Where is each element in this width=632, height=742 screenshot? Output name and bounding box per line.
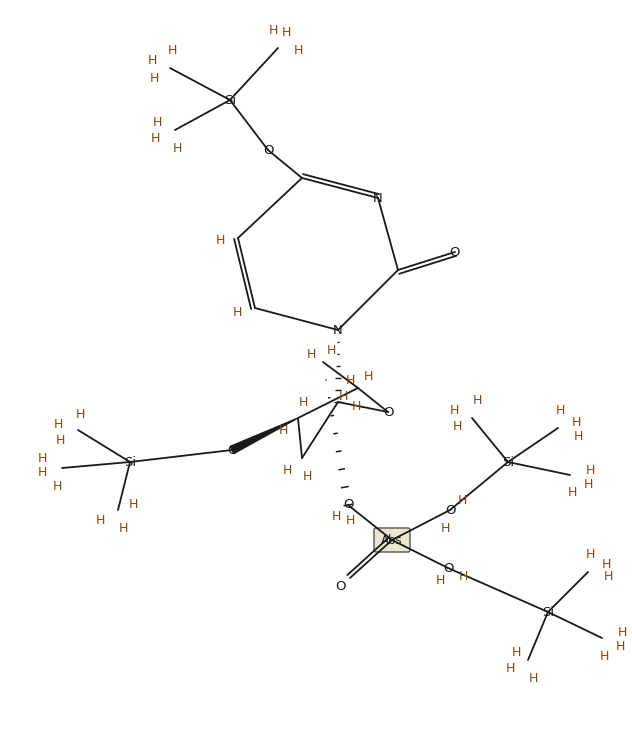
Text: H: H: [37, 467, 47, 479]
Text: H: H: [453, 419, 462, 433]
Text: H: H: [128, 499, 138, 511]
Text: H: H: [283, 464, 292, 476]
Text: H: H: [147, 53, 157, 67]
Text: H: H: [293, 44, 303, 56]
Text: H: H: [307, 347, 316, 361]
Text: Si: Si: [224, 93, 236, 107]
Text: H: H: [583, 479, 593, 491]
Text: H: H: [506, 662, 514, 674]
Text: O: O: [443, 562, 453, 574]
Text: H: H: [458, 570, 468, 582]
Text: H: H: [152, 116, 162, 128]
Text: H: H: [173, 142, 181, 154]
Text: H: H: [233, 306, 241, 320]
Text: H: H: [351, 401, 361, 413]
Text: O: O: [450, 246, 460, 258]
Text: H: H: [278, 424, 288, 436]
Text: O: O: [383, 405, 393, 418]
Text: H: H: [617, 626, 627, 640]
Text: H: H: [331, 510, 341, 524]
Text: H: H: [216, 234, 225, 246]
Text: H: H: [149, 71, 159, 85]
Text: H: H: [118, 522, 128, 534]
Text: Si: Si: [502, 456, 514, 468]
Text: H: H: [345, 513, 355, 527]
Text: H: H: [441, 522, 450, 534]
Text: O: O: [263, 143, 273, 157]
Text: H: H: [472, 393, 482, 407]
FancyBboxPatch shape: [374, 528, 410, 552]
Text: H: H: [345, 373, 355, 387]
Text: H: H: [298, 396, 308, 410]
Text: H: H: [449, 404, 459, 416]
Polygon shape: [230, 418, 298, 453]
Text: O: O: [227, 444, 237, 456]
Text: H: H: [167, 44, 177, 56]
Text: H: H: [281, 27, 291, 39]
Text: H: H: [616, 640, 624, 652]
Text: H: H: [75, 409, 85, 421]
Text: H: H: [585, 464, 595, 476]
Text: H: H: [435, 574, 445, 586]
Text: H: H: [556, 404, 564, 416]
Text: H: H: [511, 646, 521, 658]
Text: H: H: [56, 433, 64, 447]
Text: Abs: Abs: [381, 533, 403, 547]
Text: H: H: [53, 418, 63, 432]
Text: H: H: [326, 344, 336, 356]
Text: O: O: [343, 499, 353, 511]
Text: H: H: [599, 649, 609, 663]
Text: H: H: [150, 131, 160, 145]
Text: O: O: [335, 580, 345, 593]
Text: H: H: [601, 557, 611, 571]
Text: Si: Si: [542, 605, 554, 619]
Text: H: H: [338, 390, 348, 402]
Text: H: H: [458, 493, 466, 507]
Text: H: H: [573, 430, 583, 442]
Text: H: H: [363, 370, 373, 382]
Text: H: H: [269, 24, 277, 36]
Text: N: N: [333, 324, 343, 337]
Text: H: H: [568, 487, 576, 499]
Text: O: O: [445, 504, 455, 516]
Text: H: H: [604, 571, 612, 583]
Text: H: H: [52, 479, 62, 493]
Text: H: H: [37, 451, 47, 464]
Text: H: H: [571, 416, 581, 430]
Text: H: H: [528, 672, 538, 685]
Text: N: N: [373, 191, 383, 205]
Text: Si: Si: [124, 456, 136, 468]
Text: H: H: [585, 548, 595, 560]
Text: H: H: [95, 513, 105, 527]
Text: H: H: [302, 470, 312, 482]
